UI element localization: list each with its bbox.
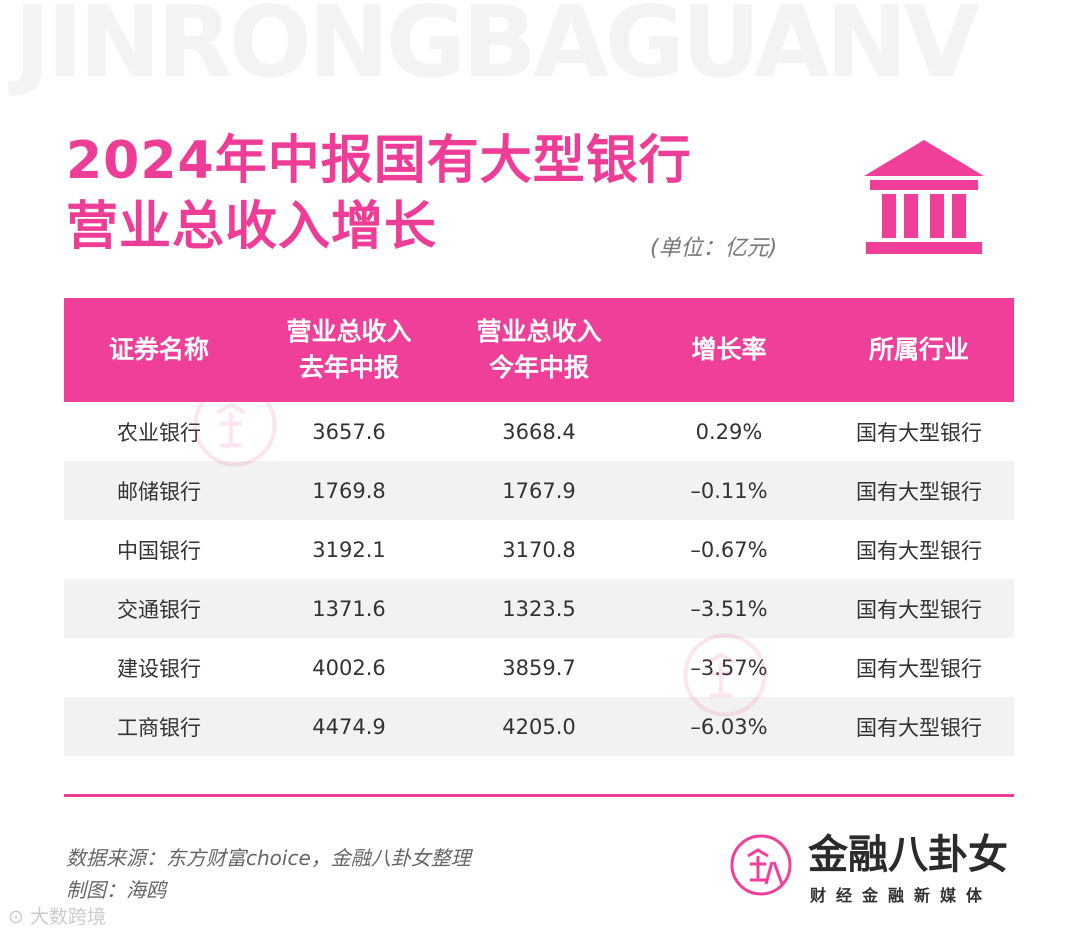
header-this-year-revenue: 营业总收入 今年中报 [476, 317, 602, 382]
table-header: 证券名称 营业总收入 去年中报 营业总收入 今年中报 增长率 所属行业 [64, 298, 1014, 402]
cell-this-year-revenue: 3668.4 [502, 419, 576, 444]
header-industry: 所属行业 [868, 335, 969, 364]
table-row: 邮储银行 1769.8 1767.9 –0.11% 国有大型银行 [64, 461, 1014, 520]
cell-last-year-revenue: 4002.6 [312, 655, 386, 680]
corner-watermark-icon: ⊙ [8, 906, 24, 928]
header-growth-rate: 增长率 [691, 335, 767, 364]
corner-watermark: ⊙ 大数跨境 [8, 902, 106, 929]
cell-last-year-revenue: 1769.8 [312, 478, 386, 503]
title-line-2: 营业总收入增长 [66, 197, 438, 257]
cell-security-name: 农业银行 [117, 420, 201, 445]
page-title: 2024年中报国有大型银行 营业总收入增长 [66, 128, 692, 260]
cell-growth-rate: –3.57% [690, 655, 768, 680]
cell-last-year-revenue: 1371.6 [312, 596, 386, 621]
cell-growth-rate: –0.11% [690, 478, 768, 503]
unit-note: (单位：亿元) [650, 236, 778, 261]
bank-building-icon [864, 140, 984, 254]
brand-logo-icon [730, 834, 792, 896]
table-row: 建设银行 4002.6 3859.7 –3.57% 国有大型银行 [64, 638, 1014, 697]
cell-this-year-revenue: 3859.7 [502, 655, 576, 680]
cell-security-name: 中国银行 [117, 538, 201, 563]
table-row: 农业银行 3657.6 3668.4 0.29% 国有大型银行 [64, 402, 1014, 461]
table-row: 中国银行 3192.1 3170.8 –0.67% 国有大型银行 [64, 520, 1014, 579]
header-last-year-revenue: 营业总收入 去年中报 [286, 317, 412, 382]
cell-this-year-revenue: 3170.8 [502, 537, 576, 562]
cell-security-name: 工商银行 [117, 715, 201, 740]
brand-name: 金融八卦女 [808, 832, 1008, 878]
cell-last-year-revenue: 4474.9 [312, 714, 386, 739]
background-watermark: JINRONGBAGUANV [14, 0, 979, 100]
chart-maker-line: 制图：海鸥 [66, 878, 166, 902]
cell-security-name: 邮储银行 [117, 479, 201, 504]
table-body: 农业银行 3657.6 3668.4 0.29% 国有大型银行 邮储银行 1769.8 176… [64, 402, 1014, 756]
brand-tagline: 财经金融新媒体 [810, 886, 993, 905]
cell-growth-rate: –6.03% [690, 714, 768, 739]
divider [64, 794, 1014, 797]
cell-this-year-revenue: 1323.5 [502, 596, 576, 621]
cell-last-year-revenue: 3192.1 [312, 537, 386, 562]
source-line: 数据来源：东方财富choice，金融八卦女整理 [66, 846, 471, 870]
cell-industry: 国有大型银行 [856, 597, 982, 622]
cell-security-name: 交通银行 [117, 597, 201, 622]
title-line-1: 2024年中报国有大型银行 [66, 131, 692, 191]
cell-industry: 国有大型银行 [856, 420, 982, 445]
cell-industry: 国有大型银行 [856, 715, 982, 740]
cell-last-year-revenue: 3657.6 [312, 419, 386, 444]
cell-growth-rate: –0.67% [690, 537, 768, 562]
revenue-table: 证券名称 营业总收入 去年中报 营业总收入 今年中报 增长率 所属行业 农业银行 36… [64, 298, 1014, 756]
cell-this-year-revenue: 4205.0 [502, 714, 576, 739]
cell-growth-rate: –3.51% [690, 596, 768, 621]
table-row: 交通银行 1371.6 1323.5 –3.51% 国有大型银行 [64, 579, 1014, 638]
brand-block: 金融八卦女 财经金融新媒体 [728, 832, 1008, 905]
table-row: 工商银行 4474.9 4205.0 –6.03% 国有大型银行 [64, 697, 1014, 756]
cell-growth-rate: 0.29% [695, 419, 763, 444]
header-security-name: 证券名称 [108, 335, 209, 364]
cell-security-name: 建设银行 [117, 656, 201, 681]
cell-industry: 国有大型银行 [856, 656, 982, 681]
corner-watermark-text: 大数跨境 [29, 906, 106, 928]
source-note: 数据来源：东方财富choice，金融八卦女整理 制图：海鸥 [66, 842, 471, 906]
cell-industry: 国有大型银行 [856, 479, 982, 504]
cell-industry: 国有大型银行 [856, 538, 982, 563]
cell-this-year-revenue: 1767.9 [502, 478, 576, 503]
